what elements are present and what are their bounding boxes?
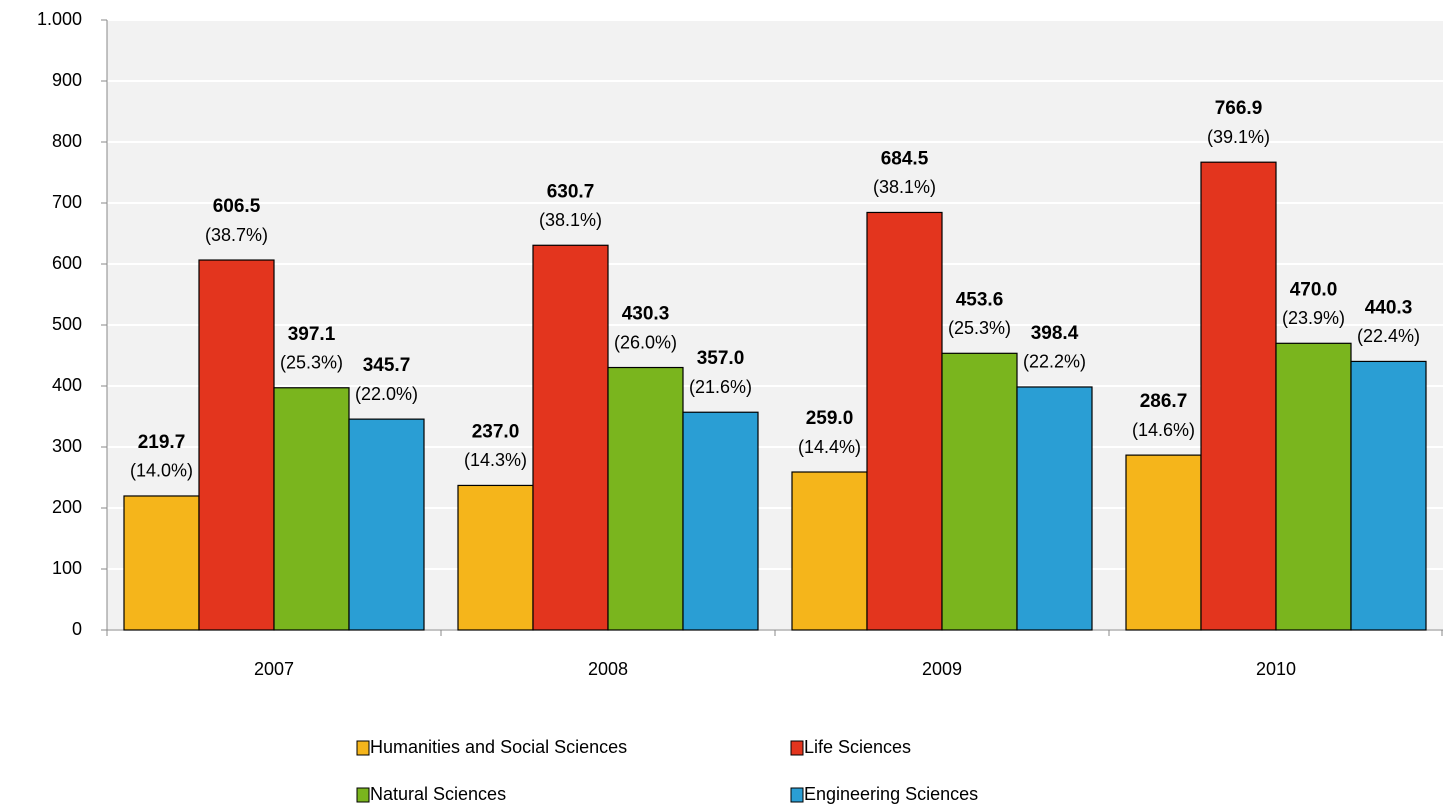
bar bbox=[1350, 360, 1427, 631]
value-label: 606.5 bbox=[213, 196, 261, 217]
x-tick-label: 2009 bbox=[922, 659, 962, 679]
value-label: 397.1 bbox=[288, 324, 336, 345]
value-label: 440.3 bbox=[1365, 297, 1413, 318]
share-label: (14.0%) bbox=[130, 461, 193, 481]
legend-swatch bbox=[790, 740, 804, 756]
y-tick-label: 700 bbox=[52, 192, 82, 212]
y-tick-label: 100 bbox=[52, 558, 82, 578]
y-tick-label: 1.000 bbox=[37, 9, 82, 29]
y-tick-label: 800 bbox=[52, 131, 82, 151]
bar bbox=[273, 387, 350, 631]
value-label: 766.9 bbox=[1215, 98, 1263, 119]
x-tick-label: 2008 bbox=[588, 659, 628, 679]
share-label: (14.3%) bbox=[464, 450, 527, 470]
legend-swatch bbox=[356, 787, 370, 803]
bar bbox=[123, 495, 200, 631]
value-label: 286.7 bbox=[1140, 391, 1188, 412]
x-tick-label: 2010 bbox=[1256, 659, 1296, 679]
bar bbox=[348, 418, 425, 631]
y-tick-label: 300 bbox=[52, 436, 82, 456]
value-label: 237.0 bbox=[472, 421, 520, 442]
y-tick-label: 400 bbox=[52, 375, 82, 395]
value-label: 345.7 bbox=[363, 355, 411, 376]
value-label: 430.3 bbox=[622, 304, 670, 325]
share-label: (21.6%) bbox=[689, 377, 752, 397]
share-label: (14.6%) bbox=[1132, 420, 1195, 440]
bar bbox=[607, 366, 684, 631]
bar bbox=[791, 471, 868, 631]
legend-label: Life Sciences bbox=[804, 737, 911, 757]
legend-swatch bbox=[790, 787, 804, 803]
legend-label: Natural Sciences bbox=[370, 784, 506, 804]
value-label: 259.0 bbox=[806, 408, 854, 429]
share-label: (38.1%) bbox=[873, 177, 936, 197]
y-tick-label: 200 bbox=[52, 497, 82, 517]
bar bbox=[866, 211, 943, 631]
share-label: (22.2%) bbox=[1023, 352, 1086, 372]
share-label: (38.7%) bbox=[205, 225, 268, 245]
value-label: 219.7 bbox=[138, 432, 186, 453]
bar bbox=[682, 411, 759, 631]
share-label: (23.9%) bbox=[1282, 308, 1345, 328]
bar bbox=[457, 484, 534, 631]
share-label: (25.3%) bbox=[280, 353, 343, 373]
bar bbox=[198, 259, 275, 631]
legend-swatch bbox=[356, 740, 370, 756]
share-label: (38.1%) bbox=[539, 210, 602, 230]
share-label: (14.4%) bbox=[798, 437, 861, 457]
bar bbox=[941, 352, 1018, 631]
value-label: 453.6 bbox=[956, 289, 1004, 310]
share-label: (22.0%) bbox=[355, 384, 418, 404]
bar bbox=[532, 244, 609, 631]
bar bbox=[1016, 386, 1093, 631]
bar bbox=[1200, 161, 1277, 631]
share-label: (25.3%) bbox=[948, 318, 1011, 338]
value-label: 684.5 bbox=[881, 148, 929, 169]
share-label: (22.4%) bbox=[1357, 326, 1420, 346]
value-label: 630.7 bbox=[547, 181, 595, 202]
y-tick-label: 600 bbox=[52, 253, 82, 273]
legend-label: Engineering Sciences bbox=[804, 784, 978, 804]
value-label: 357.0 bbox=[697, 348, 745, 369]
y-tick-label: 900 bbox=[52, 70, 82, 90]
share-label: (26.0%) bbox=[614, 332, 677, 352]
legend-label: Humanities and Social Sciences bbox=[370, 737, 627, 757]
bar bbox=[1125, 454, 1202, 631]
share-label: (39.1%) bbox=[1207, 127, 1270, 147]
value-label: 398.4 bbox=[1031, 323, 1079, 344]
y-tick-label: 500 bbox=[52, 314, 82, 334]
value-label: 470.0 bbox=[1290, 279, 1338, 300]
y-tick-label: 0 bbox=[72, 619, 82, 639]
bar bbox=[1275, 342, 1352, 631]
x-tick-label: 2007 bbox=[254, 659, 294, 679]
